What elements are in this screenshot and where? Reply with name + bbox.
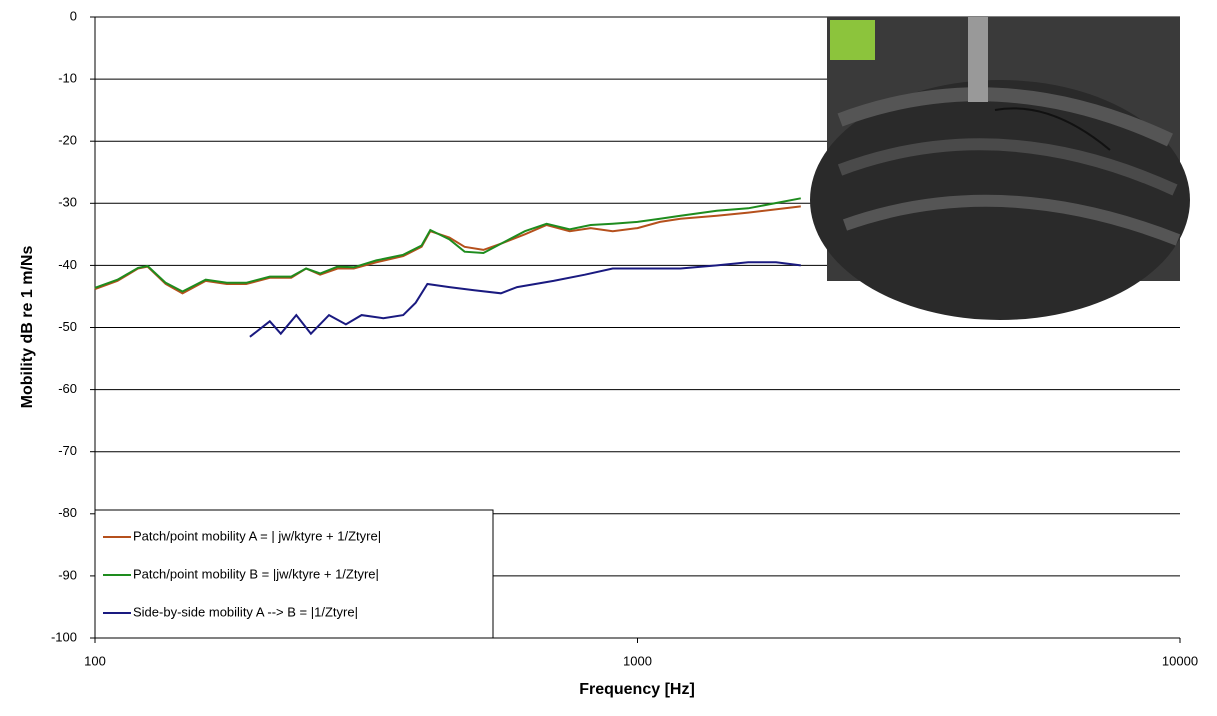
legend-label: Patch/point mobility B = |jw/ktyre + 1/Z…	[133, 566, 379, 581]
y-tick-label: 0	[70, 8, 77, 23]
y-tick-label: -60	[58, 381, 77, 396]
chart: Frequency [Hz] Mobility dB re 1 m/Ns 0 -1…	[0, 0, 1217, 711]
x-tick-label: 10000	[1162, 653, 1198, 668]
y-tick-label: -10	[58, 71, 77, 86]
y-tick-label: -30	[58, 195, 77, 210]
y-tick-label: -50	[58, 319, 77, 334]
x-axis-title: Frequency [Hz]	[579, 681, 695, 698]
y-axis-title: Mobility dB re 1 m/Ns	[19, 246, 36, 409]
x-tick-label: 1000	[623, 653, 652, 668]
series-line	[95, 206, 801, 293]
y-tick-label: -20	[58, 133, 77, 148]
series-line	[250, 262, 801, 337]
y-tick-label: -40	[58, 257, 77, 272]
photo-inset	[810, 17, 1190, 320]
series-line	[95, 198, 801, 291]
legend-label: Patch/point mobility A = | jw/ktyre + 1/…	[133, 528, 381, 543]
y-tick-label: -70	[58, 443, 77, 458]
y-tick-label: -90	[58, 567, 77, 582]
y-tick-label: -100	[51, 629, 77, 644]
x-tick-label: 100	[84, 653, 106, 668]
y-tick-label: -80	[58, 505, 77, 520]
legend-label: Side-by-side mobility A --> B = |1/Ztyre…	[133, 604, 358, 619]
